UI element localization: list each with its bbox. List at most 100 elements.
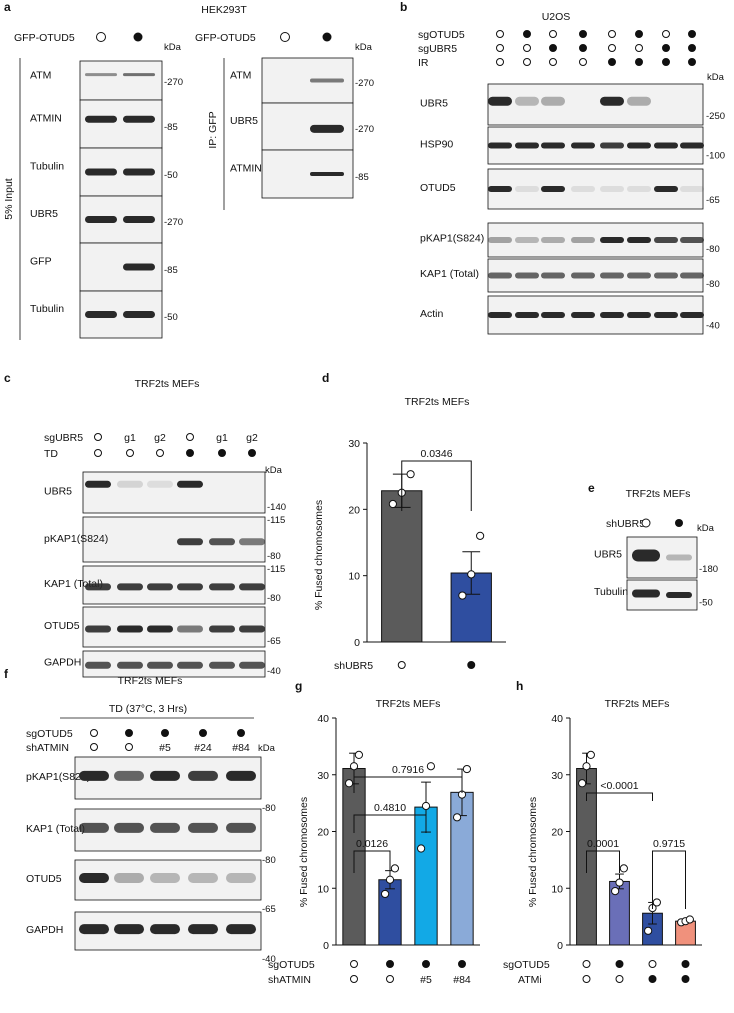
b-lane-marker (608, 44, 616, 52)
e-band (632, 549, 660, 562)
b-lane-marker (549, 30, 557, 38)
f-blot-marker: -80 (262, 855, 276, 866)
data-point (421, 801, 431, 811)
b-band (515, 312, 539, 318)
x-row-label-2: shATMIN (268, 974, 311, 986)
a-input-band (123, 168, 155, 176)
b-lane-marker (579, 58, 587, 66)
f-band (188, 770, 218, 781)
panel-a-lane2-filled (133, 32, 143, 42)
panel-e-kda: kDa (697, 523, 715, 534)
a-ip-blot-label: ATMIN (230, 163, 262, 175)
b-blot-label: OTUD5 (420, 182, 456, 194)
p-value: 0.9715 (653, 838, 685, 850)
c-band (177, 583, 203, 591)
b-band (600, 186, 624, 192)
b-band (488, 237, 512, 243)
data-point (452, 813, 462, 822)
b-band (600, 312, 624, 318)
data-point (349, 762, 359, 771)
p-value: <0.0001 (600, 780, 638, 792)
a-input-band (85, 168, 117, 176)
data-point (388, 499, 397, 509)
a-input-blot-label: ATMIN (30, 113, 62, 125)
data-point (578, 779, 587, 788)
c-band (177, 661, 203, 669)
data-point (582, 762, 591, 771)
c-blot-marker: -80 (267, 551, 281, 562)
b-band (515, 186, 539, 192)
y-tick-label: 0 (323, 940, 329, 952)
panel-a: a HEK293T GFP-OTUD5 kDa 5% Input ATM -270… (3, 0, 374, 340)
y-tick-label: 0 (557, 940, 563, 952)
c-blot-marker-upper: -115 (267, 564, 285, 575)
a-ip-band (310, 78, 344, 83)
b-band (680, 272, 704, 279)
y-axis-label: % Fused chromosomes (298, 797, 310, 907)
b-lane-marker (579, 44, 587, 52)
a-input-band (123, 73, 155, 77)
panel-e-lane2-filled (675, 519, 683, 527)
a-input-band (85, 115, 117, 123)
c-band (85, 480, 111, 488)
data-point (652, 898, 661, 907)
significance-bracket (586, 850, 620, 873)
b-band (515, 142, 539, 149)
c-band (239, 661, 265, 669)
panel-h: h TRF2ts MEFs 0 10 20 30 40 0.0001 <0.0001 0.97… (503, 679, 702, 986)
panel-c-cell-line: TRF2ts MEFs (135, 378, 200, 390)
b-lane-marker (608, 58, 616, 66)
y-tick-label: 30 (317, 770, 329, 782)
row-marker (467, 661, 476, 669)
f-band (188, 924, 218, 935)
b-lane-marker (549, 44, 557, 52)
significance-bracket (353, 850, 391, 873)
panel-d-letter: d (322, 371, 329, 385)
b-lane-marker (688, 58, 696, 66)
panel-f: f TRF2ts MEFs TD (37°C, 3 Hrs) sgOTUD5 s… (4, 667, 276, 965)
c-blot-label: OTUD5 (44, 620, 80, 632)
e-blot-marker: -180 (699, 564, 718, 575)
data-point (462, 764, 472, 774)
f-band (226, 822, 256, 833)
data-point (406, 470, 415, 479)
b-lane-marker (635, 58, 643, 66)
panel-f-cell-line: TRF2ts MEFs (118, 675, 183, 687)
c-band (209, 661, 235, 669)
b-band (600, 272, 624, 279)
c-blot-marker: -40 (267, 666, 281, 677)
e-band (666, 592, 692, 598)
panel-f-lane-markers: #5 #24 #84 (90, 729, 250, 754)
b-blot-marker: -250 (706, 111, 725, 122)
f-lane-marker (237, 729, 245, 737)
f-blot-marker: -40 (262, 954, 276, 965)
f-band (150, 873, 180, 883)
data-point (644, 926, 653, 935)
c-band (117, 583, 143, 591)
c-lane-guide-label: g1 (124, 432, 136, 444)
e-blot-label: UBR5 (594, 549, 622, 561)
y-tick-label: 0 (354, 637, 360, 649)
b-blot-label: HSP90 (420, 138, 453, 150)
data-point (344, 779, 354, 788)
panel-h-title: TRF2ts MEFs (605, 698, 670, 710)
x-row-label-1: sgOTUD5 (503, 959, 550, 971)
f-lane-marker (125, 743, 133, 751)
panel-a-input-blots: ATM -270 ATMIN -85 Tubulin -50 UBR5 -270 GFP -85 T… (30, 60, 183, 339)
panel-f-row-sgotud5: sgOTUD5 (26, 728, 73, 740)
panel-e-letter: e (588, 481, 595, 495)
c-band (209, 538, 235, 546)
panel-e-title: TRF2ts MEFs (626, 488, 691, 500)
data-point (426, 762, 436, 771)
c-band (239, 625, 265, 633)
f-band (79, 822, 109, 833)
c-lane-marker (94, 433, 102, 441)
f-blot-label: OTUD5 (26, 873, 62, 885)
f-lane-clone-label: #84 (232, 742, 250, 754)
panel-f-blots: pKAP1(S824) -80 KAP1 (Total) -80 OTUD5 -65 GAP… (26, 756, 276, 965)
x-row-label-1: sgOTUD5 (268, 959, 315, 971)
c-lane-guide-label: g2 (154, 432, 166, 444)
a-input-blot-label: Tubulin (30, 161, 64, 173)
